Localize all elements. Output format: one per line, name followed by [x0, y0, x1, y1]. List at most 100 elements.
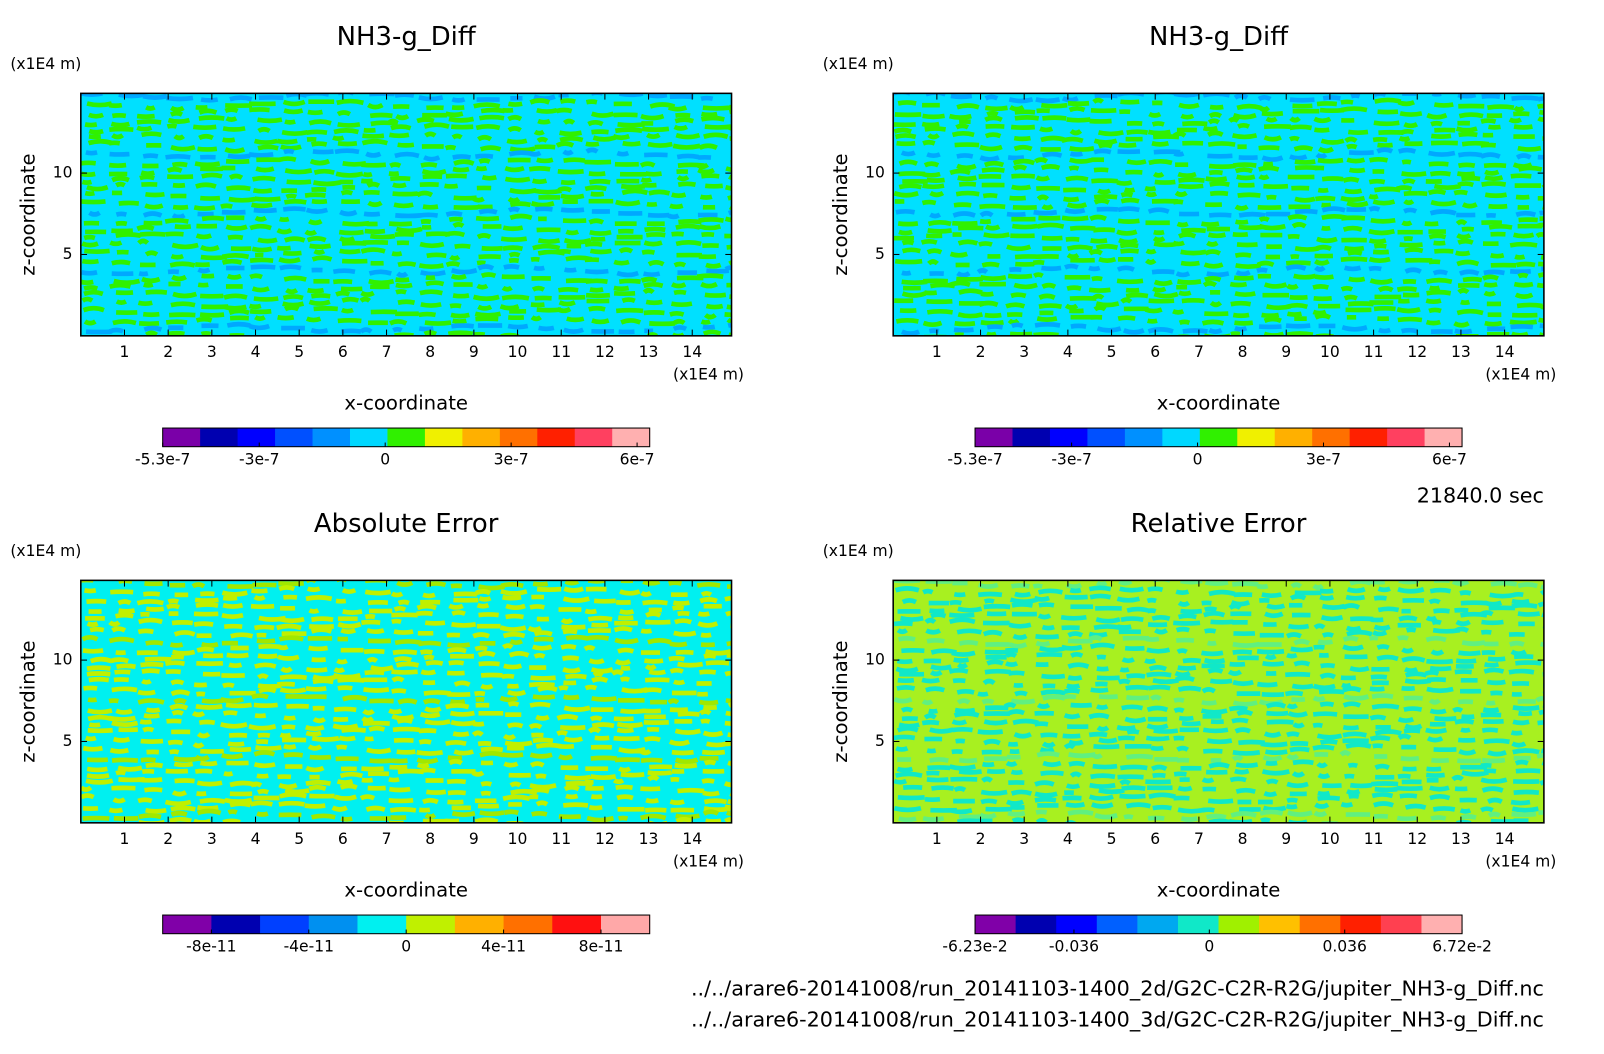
field-stripe	[84, 247, 732, 261]
field-stripe	[88, 676, 712, 690]
time-label: 21840.0 sec	[1417, 483, 1544, 507]
x-tick-label: 12	[1407, 343, 1427, 361]
field	[893, 93, 1544, 336]
x-tick-label: 4	[1063, 830, 1073, 848]
field-stripe	[895, 768, 1544, 780]
field-stripe	[81, 296, 732, 311]
field-stripe	[897, 635, 1544, 649]
field-stripe	[894, 106, 1544, 120]
field-stripe	[894, 297, 1544, 311]
field-stripe	[86, 660, 730, 674]
x-axis-label: x-coordinate	[344, 392, 468, 415]
colorbar-label: 0	[380, 451, 390, 469]
colorbar-label: 6e-7	[1432, 451, 1467, 469]
colorbar-swatch	[275, 428, 314, 447]
field-stripe	[898, 156, 1544, 171]
colorbar-label: 6.72e-2	[1432, 938, 1492, 956]
field-stripe	[901, 247, 1544, 260]
y-axis-label: z-coordinate	[829, 153, 852, 275]
field-stripe	[896, 759, 1544, 773]
x-tick-label: 5	[294, 830, 304, 848]
field-stripe	[83, 213, 732, 227]
field-stripe	[901, 263, 1544, 278]
x-tick-label: 2	[163, 343, 173, 361]
field-stripe	[897, 792, 1531, 806]
x-tick-label: 12	[595, 343, 615, 361]
field	[80, 93, 732, 336]
x-tick-label: 8	[1238, 830, 1248, 848]
field-stripe	[893, 231, 1544, 245]
field-stripe	[87, 701, 732, 716]
field-stripe	[87, 725, 732, 741]
field-stripe	[896, 684, 1544, 698]
y-tick-label: 10	[53, 651, 73, 669]
field-stripe	[893, 115, 1544, 129]
x-tick-label: 1	[932, 830, 942, 848]
x-tick-label: 5	[294, 343, 304, 361]
field-stripe	[81, 165, 732, 178]
field-stripe	[84, 188, 732, 204]
field-stripe	[895, 206, 1544, 219]
field-stripe	[898, 222, 1544, 236]
field-stripe	[893, 801, 1539, 815]
field-stripe	[83, 585, 713, 599]
y-unit: (x1E4 m)	[823, 55, 894, 73]
colorbar-swatch	[357, 915, 407, 934]
y-unit: (x1E4 m)	[823, 542, 894, 560]
field-stripe	[84, 735, 732, 749]
field-stripe	[901, 238, 1544, 252]
plot-frame	[80, 92, 733, 337]
colorbar-swatch	[975, 428, 1014, 447]
file-path: ../../arare6-20141008/run_20141103-1400_…	[691, 977, 1544, 1002]
colorbar-frame	[974, 427, 1463, 448]
colorbar-label: -6.23e-2	[942, 938, 1007, 956]
panel-title: NH3-g_Diff	[337, 22, 477, 52]
colorbar-swatch	[1162, 428, 1201, 447]
x-tick-label: 4	[251, 343, 261, 361]
x-tick-label: 7	[1194, 830, 1204, 848]
colorbar-swatch	[1387, 428, 1426, 447]
colorbar-swatch	[975, 915, 1017, 934]
colorbar-label: -8e-11	[186, 938, 236, 956]
field-stripe	[897, 750, 1544, 764]
field-stripe	[896, 651, 1534, 665]
colorbar-swatch	[1349, 428, 1388, 447]
colorbar-swatch	[1237, 428, 1276, 447]
field-stripe	[894, 197, 1544, 211]
panel-title: NH3-g_Diff	[1149, 22, 1289, 52]
field-stripe	[85, 222, 722, 236]
field-stripe	[87, 709, 732, 724]
plot-frame	[892, 92, 1545, 337]
x-tick-label: 11	[1364, 830, 1384, 848]
field-stripe	[88, 107, 732, 121]
field-stripe	[83, 684, 732, 698]
field-stripe	[893, 617, 1544, 632]
x-tick-label: 4	[1063, 343, 1073, 361]
field-stripe	[897, 675, 1544, 691]
field-stripe	[902, 784, 1544, 798]
y-tick-label: 10	[865, 164, 885, 182]
field-stripe	[83, 280, 732, 295]
field-stripe	[893, 580, 1544, 590]
colorbar-swatch	[1380, 915, 1422, 934]
colorbar-swatch	[1199, 428, 1238, 447]
panel-title: Absolute Error	[314, 509, 499, 539]
y-tick-label: 5	[63, 245, 73, 263]
y-axis-label: z-coordinate	[17, 640, 40, 762]
colorbar-swatch	[1015, 915, 1057, 934]
colorbar-label: 3e-7	[494, 451, 529, 469]
x-tick-label: 2	[976, 830, 986, 848]
x-tick-label: 2	[976, 343, 986, 361]
x-tick-label: 14	[682, 830, 702, 848]
field-stripe	[901, 642, 1527, 657]
field-stripe	[86, 617, 732, 633]
field-stripe	[85, 610, 732, 625]
colorbar-label: -3e-7	[1051, 451, 1092, 469]
colorbar-swatch	[612, 428, 651, 447]
field-stripe	[898, 809, 1544, 823]
colorbar-label: -5.3e-7	[947, 451, 1002, 469]
field-stripe	[900, 147, 1544, 162]
x-unit: (x1E4 m)	[673, 366, 744, 384]
x-tick-label: 5	[1107, 343, 1117, 361]
colorbar-label: 0	[1204, 938, 1214, 956]
